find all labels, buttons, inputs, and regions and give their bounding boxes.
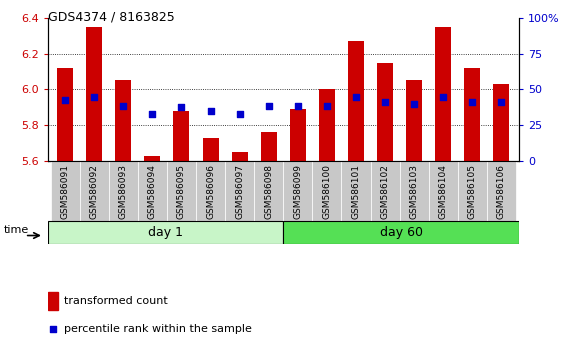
Bar (254, 161, 283, 221)
Bar (399, 161, 429, 221)
Point (497, 99, 506, 105)
Bar (348, 41, 364, 161)
Bar (232, 152, 247, 161)
Point (148, 112, 157, 117)
Bar (494, 84, 509, 161)
Text: GSM586096: GSM586096 (206, 164, 215, 219)
Point (293, 103, 302, 108)
Point (61, 97, 70, 103)
Bar (80, 161, 109, 221)
Bar (225, 161, 254, 221)
Point (439, 94, 448, 99)
Text: GSM586105: GSM586105 (468, 164, 477, 219)
Point (119, 103, 128, 108)
Bar (57, 68, 73, 161)
Bar (167, 161, 196, 221)
Text: GDS4374 / 8163825: GDS4374 / 8163825 (48, 11, 174, 24)
Bar (116, 80, 131, 161)
Text: GSM586097: GSM586097 (235, 164, 244, 219)
Bar (50, 161, 80, 221)
Text: transformed count: transformed count (64, 296, 168, 306)
Text: GSM586093: GSM586093 (119, 164, 128, 219)
Text: GSM586099: GSM586099 (293, 164, 302, 219)
Text: GSM586092: GSM586092 (90, 164, 99, 219)
Text: GSM586101: GSM586101 (352, 164, 361, 219)
Point (468, 99, 477, 105)
Point (352, 94, 361, 99)
Bar (487, 161, 516, 221)
Bar (283, 161, 312, 221)
Text: time: time (4, 225, 29, 235)
Point (323, 103, 332, 108)
Point (206, 108, 215, 114)
Bar (319, 90, 335, 161)
Point (90, 94, 99, 99)
Text: GSM586098: GSM586098 (264, 164, 273, 219)
Text: percentile rank within the sample: percentile rank within the sample (64, 324, 252, 334)
Text: GSM586102: GSM586102 (380, 164, 390, 219)
Text: day 1: day 1 (148, 226, 183, 239)
Point (235, 112, 244, 117)
Text: GSM586100: GSM586100 (323, 164, 332, 219)
Bar (48, 292, 58, 310)
Bar (173, 111, 190, 161)
Bar (48, 221, 283, 244)
Bar (342, 161, 371, 221)
Bar (283, 221, 519, 244)
Bar (465, 68, 480, 161)
Bar (435, 27, 451, 161)
Text: day 60: day 60 (380, 226, 422, 239)
Bar (371, 161, 399, 221)
Point (410, 101, 419, 107)
Bar (429, 161, 458, 221)
Text: GSM586094: GSM586094 (148, 164, 157, 219)
Text: GSM586095: GSM586095 (177, 164, 186, 219)
Point (264, 103, 273, 108)
Bar (406, 80, 422, 161)
Text: GSM586103: GSM586103 (410, 164, 419, 219)
Bar (312, 161, 342, 221)
Bar (377, 63, 393, 161)
Text: GSM586104: GSM586104 (439, 164, 448, 219)
Bar (138, 161, 167, 221)
Bar (144, 156, 160, 161)
Bar (203, 138, 219, 161)
Text: GSM586091: GSM586091 (61, 164, 70, 219)
Bar (196, 161, 225, 221)
Point (380, 99, 389, 105)
Bar (261, 132, 277, 161)
Bar (86, 27, 102, 161)
Bar (290, 109, 306, 161)
Bar (458, 161, 487, 221)
Text: GSM586106: GSM586106 (497, 164, 506, 219)
Point (48, 326, 57, 332)
Bar (109, 161, 138, 221)
Point (177, 104, 186, 110)
